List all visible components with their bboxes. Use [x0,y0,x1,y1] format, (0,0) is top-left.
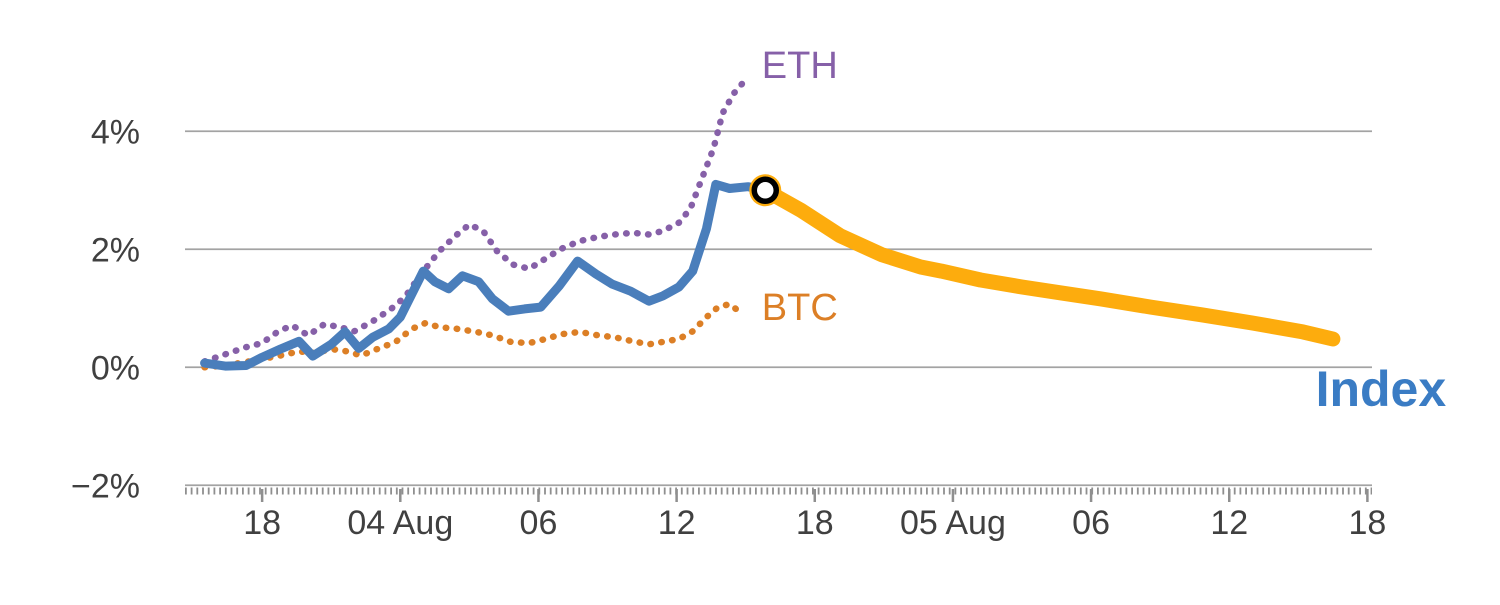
x-tick-label: 12 [658,504,696,542]
series-line-index-projection [757,182,1341,347]
x-tick-label: 06 [1072,504,1110,542]
y-tick-label: 2% [91,231,140,269]
series-line-index [200,179,770,371]
y-tick-label: 0% [91,349,140,387]
x-tick-label: 12 [1210,504,1248,542]
x-tick-label: 04 Aug [347,504,453,542]
series-label-eth: ETH [762,45,838,87]
x-tick-label: 18 [1348,504,1386,542]
series-line-eth [201,74,754,365]
y-tick-label: −2% [71,467,140,505]
x-tick-label: 05 Aug [900,504,1006,542]
now-marker [751,176,780,205]
x-tick-label: 06 [520,504,558,542]
series-line-btc [201,300,743,371]
x-tick-label: 18 [796,504,834,542]
y-tick-label: 4% [91,113,140,151]
series-label-btc: BTC [762,287,838,329]
x-tick-label: 18 [243,504,281,542]
series-label-index: Index [1316,361,1447,417]
